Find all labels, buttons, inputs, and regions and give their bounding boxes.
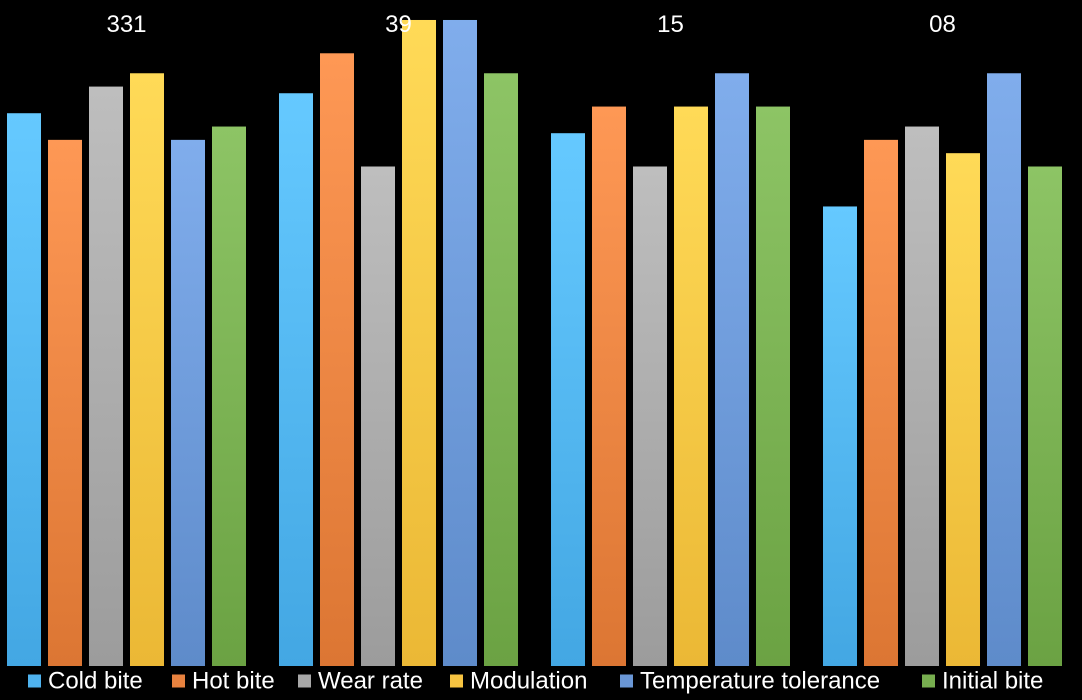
bar-wear-rate-331 [89,86,123,666]
category-labels: 331 39 15 08 [106,11,955,38]
bar-hot-bite-39 [320,53,354,666]
legend-swatch-modulation [450,674,463,688]
legend-swatch-cold-bite [28,674,41,688]
bar-initial-bite-15 [756,106,790,666]
legend-swatch-hot-bite [172,674,185,688]
bar-wear-rate-15 [633,166,667,666]
legend-label: Initial bite [942,667,1043,694]
bar-modulation-331 [130,73,164,666]
bar-cold-bite-39 [279,93,313,667]
legend-label: Wear rate [318,667,423,694]
bar-temperature-tolerance-15 [715,73,749,666]
legend-swatch-wear-rate [298,674,311,688]
legend-swatch-initial-bite [922,674,935,688]
bar-cold-bite-331 [7,113,41,667]
bar-initial-bite-331 [212,126,246,667]
bar-initial-bite-39 [484,73,518,666]
bars-layer [7,19,1062,667]
bar-hot-bite-08 [864,139,898,667]
legend-label: Modulation [470,667,587,694]
category-label: 331 [106,11,146,38]
bar-hot-bite-15 [592,106,626,666]
category-label: 08 [929,11,956,38]
bar-temperature-tolerance-39 [443,19,477,667]
bar-cold-bite-15 [551,133,585,666]
category-label: 39 [385,11,412,38]
legend-label: Cold bite [48,667,143,694]
bar-modulation-39 [402,19,436,667]
bar-modulation-15 [674,106,708,666]
bar-temperature-tolerance-08 [987,73,1021,666]
legend-swatch-temperature-tolerance [620,674,633,688]
legend-label: Temperature tolerance [640,667,880,694]
bar-modulation-08 [946,153,980,666]
bar-initial-bite-08 [1028,166,1062,666]
bar-wear-rate-08 [905,126,939,667]
legend: Cold bite Hot bite Wear rate Modulation Temp… [28,667,1043,694]
bar-temperature-tolerance-331 [171,139,205,667]
bar-wear-rate-39 [361,166,395,666]
bar-cold-bite-08 [823,206,857,666]
legend-label: Hot bite [192,667,275,694]
bar-hot-bite-331 [48,139,82,667]
category-label: 15 [657,11,684,38]
